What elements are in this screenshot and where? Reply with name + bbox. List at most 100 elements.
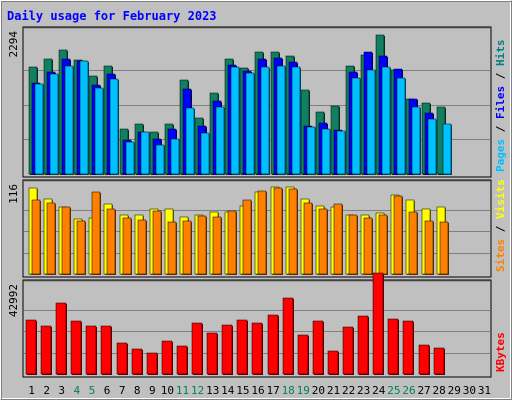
bar-sites-day-13 [212, 216, 222, 275]
panel-kbytes: 42992 KBytes [7, 272, 507, 378]
x-tick-label-day: 18 [282, 384, 295, 397]
x-tick-label-day: 8 [134, 384, 141, 397]
panel-visits: 116 Sites / Visits [7, 179, 507, 278]
bar-sites-day-22 [348, 214, 358, 275]
x-tick-label-day: 16 [251, 384, 264, 397]
bar-pages-day-12 [200, 132, 210, 175]
bar-sites-day-21 [333, 203, 343, 275]
legend-item-visits: Visits [494, 179, 507, 219]
bar-pages-day-5 [94, 87, 104, 175]
x-tick-label-day: 2 [43, 384, 50, 397]
x-tick-label-day: 11 [176, 384, 189, 397]
bar-kbytes-day-17 [267, 314, 279, 375]
x-tick-label-day: 15 [236, 384, 249, 397]
bar-kbytes-day-22 [342, 326, 354, 375]
chart-title: Daily usage for February 2023 [7, 9, 217, 23]
bar-kbytes-day-18 [282, 297, 294, 375]
x-tick-label-day: 29 [448, 384, 461, 397]
bar-sites-day-4 [76, 220, 86, 275]
bar-pages-day-17 [276, 65, 286, 175]
bar-pages-day-13 [215, 106, 225, 175]
x-tick-label-day: 14 [221, 384, 235, 397]
x-tick-label-day: 27 [417, 384, 430, 397]
bar-pages-day-8 [140, 131, 150, 175]
bar-pages-day-1 [34, 83, 44, 175]
bar-sites-day-12 [197, 215, 207, 275]
bar-sites-day-18 [288, 188, 298, 275]
bar-sites-day-19 [303, 202, 313, 275]
bar-sites-day-23 [363, 217, 373, 275]
x-tick-label-day: 30 [463, 384, 476, 397]
x-tick-label-day: 12 [191, 384, 204, 397]
legend-item-pages: Pages [494, 139, 507, 172]
legend-item-kbytes: KBytes [494, 332, 507, 372]
bar-pages-day-15 [245, 72, 255, 175]
legend-separator: / [494, 66, 507, 86]
bar-sites-day-7 [122, 217, 132, 275]
x-tick-label-day: 28 [433, 384, 446, 397]
bar-sites-day-17 [273, 187, 283, 275]
series-pages [34, 60, 452, 175]
x-tick-label-day: 17 [266, 384, 279, 397]
bar-sites-day-16 [257, 190, 267, 275]
bar-pages-day-7 [125, 141, 135, 175]
bar-sites-day-8 [137, 219, 147, 275]
bar-pages-day-19 [306, 126, 316, 175]
x-tick-label-day: 10 [161, 384, 174, 397]
bar-kbytes-day-9 [146, 352, 158, 375]
panel-visits-legend: Sites / Visits [494, 179, 507, 272]
series-kbytes [25, 272, 445, 375]
bar-pages-day-22 [351, 77, 361, 175]
bar-sites-day-10 [167, 221, 177, 275]
bar-sites-day-25 [393, 195, 403, 275]
bar-pages-day-2 [49, 73, 59, 175]
panel-hits-legend: Pages / Files / Hits [494, 40, 507, 173]
series-sites [31, 187, 449, 275]
bar-pages-day-16 [260, 66, 270, 175]
x-tick-label-day: 5 [89, 384, 96, 397]
x-tick-label-day: 25 [387, 384, 400, 397]
panel-kbytes-legend: KBytes [494, 332, 507, 372]
bar-pages-day-3 [64, 65, 74, 175]
bar-kbytes-day-28 [433, 347, 445, 375]
bar-pages-day-18 [291, 66, 301, 175]
bar-kbytes-day-7 [116, 342, 128, 375]
bar-kbytes-day-20 [312, 320, 324, 375]
x-tick-label-day: 21 [327, 384, 340, 397]
bar-kbytes-day-1 [25, 319, 37, 375]
bar-pages-day-27 [427, 118, 437, 175]
x-tick-label-day: 6 [104, 384, 111, 397]
x-tick-label-day: 1 [28, 384, 35, 397]
legend-separator: / [494, 119, 507, 139]
bar-pages-day-20 [321, 128, 331, 175]
bar-pages-day-6 [109, 78, 119, 175]
bar-kbytes-day-25 [387, 318, 399, 375]
bar-kbytes-day-26 [402, 320, 414, 375]
legend-item-sites: Sites [494, 239, 507, 272]
x-tick-label-day: 9 [149, 384, 156, 397]
bar-kbytes-day-12 [191, 322, 203, 375]
bar-pages-day-14 [230, 66, 240, 175]
bar-sites-day-15 [242, 199, 252, 275]
bar-pages-day-26 [411, 106, 421, 175]
bar-pages-day-23 [366, 69, 376, 175]
panel-hits: 2294 Pages / Files / Hits [7, 26, 507, 178]
bar-kbytes-day-15 [236, 319, 248, 375]
legend-separator: / [494, 219, 507, 239]
bar-sites-day-2 [46, 202, 56, 275]
panel-kbytes-max-label: 42992 [7, 284, 20, 317]
bar-sites-day-5 [91, 191, 101, 275]
bar-kbytes-day-5 [85, 325, 97, 375]
bar-kbytes-day-16 [251, 322, 263, 375]
bar-kbytes-day-8 [131, 348, 143, 375]
x-tick-label-day: 13 [206, 384, 219, 397]
bar-sites-day-11 [182, 220, 192, 275]
x-tick-label-day: 4 [74, 384, 81, 397]
bar-kbytes-day-3 [55, 302, 67, 375]
bar-kbytes-day-10 [161, 340, 173, 375]
bar-kbytes-day-14 [221, 324, 233, 375]
x-tick-label-day: 24 [372, 384, 386, 397]
bar-kbytes-day-27 [418, 344, 430, 375]
bar-sites-day-3 [61, 206, 71, 275]
